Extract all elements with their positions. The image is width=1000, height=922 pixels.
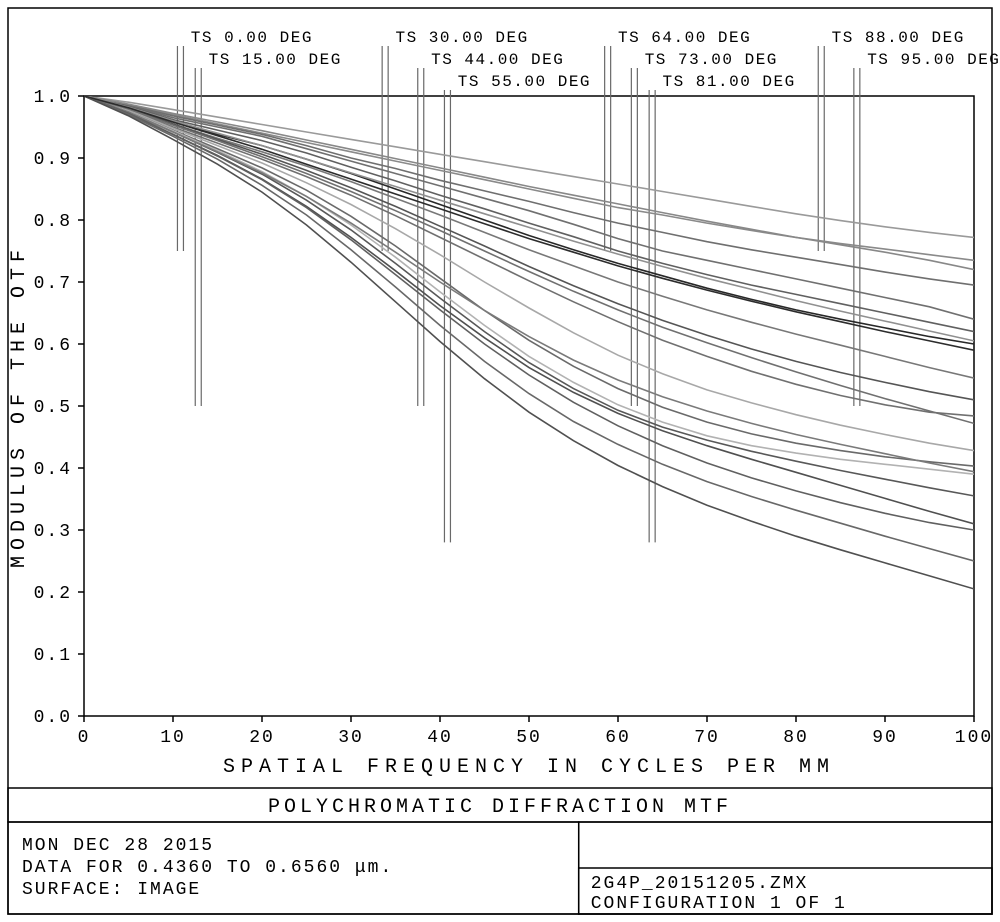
svg-text:60: 60 — [605, 728, 631, 748]
svg-text:TS 88.00 DEG: TS 88.00 DEG — [832, 29, 965, 47]
svg-text:0.0: 0.0 — [34, 708, 72, 728]
svg-text:TS 81.00 DEG: TS 81.00 DEG — [663, 73, 796, 91]
svg-text:0.5: 0.5 — [34, 398, 72, 418]
svg-text:TS 0.00 DEG: TS 0.00 DEG — [191, 29, 313, 47]
svg-text:100: 100 — [955, 728, 993, 748]
svg-text:MODULUS OF THE OTF: MODULUS OF THE OTF — [8, 244, 31, 568]
svg-text:80: 80 — [783, 728, 809, 748]
svg-text:40: 40 — [427, 728, 453, 748]
svg-text:90: 90 — [872, 728, 898, 748]
svg-text:0.9: 0.9 — [34, 150, 72, 170]
svg-text:20: 20 — [249, 728, 275, 748]
svg-text:TS 44.00 DEG: TS 44.00 DEG — [431, 51, 564, 69]
svg-text:2G4P_20151205.ZMX: 2G4P_20151205.ZMX — [591, 874, 809, 894]
mtf-chart: 0.0 0.1 0.2 0.3 0.4 0.5 0.6 0.7 0.8 0.9 1.0 0 10 20 30… — [0, 0, 1000, 922]
svg-text:0.1: 0.1 — [34, 646, 72, 666]
chart-container: 0.0 0.1 0.2 0.3 0.4 0.5 0.6 0.7 0.8 0.9 1.0 0 10 20 30… — [0, 0, 1000, 922]
svg-text:30: 30 — [338, 728, 364, 748]
svg-text:TS 55.00 DEG: TS 55.00 DEG — [458, 73, 591, 91]
svg-text:1.0: 1.0 — [34, 88, 72, 108]
svg-text:CONFIGURATION 1 OF 1: CONFIGURATION 1 OF 1 — [591, 894, 847, 914]
svg-text:0.4: 0.4 — [34, 460, 72, 480]
svg-text:50: 50 — [516, 728, 542, 748]
svg-text:MON DEC 28 2015: MON DEC 28 2015 — [22, 836, 214, 856]
svg-text:POLYCHROMATIC DIFFRACTION MTF: POLYCHROMATIC DIFFRACTION MTF — [268, 796, 732, 819]
svg-text:SPATIAL FREQUENCY IN CYCLES PE: SPATIAL FREQUENCY IN CYCLES PER MM — [223, 756, 835, 779]
svg-text:70: 70 — [694, 728, 720, 748]
svg-text:0: 0 — [78, 728, 91, 748]
svg-text:0.2: 0.2 — [34, 584, 72, 604]
svg-text:0.3: 0.3 — [34, 522, 72, 542]
svg-text:TS 95.00 DEG: TS 95.00 DEG — [867, 51, 1000, 69]
svg-text:TS 15.00 DEG: TS 15.00 DEG — [209, 51, 342, 69]
svg-text:TS 64.00 DEG: TS 64.00 DEG — [618, 29, 751, 47]
svg-text:0.6: 0.6 — [34, 336, 72, 356]
svg-text:0.7: 0.7 — [34, 274, 72, 294]
svg-text:10: 10 — [160, 728, 186, 748]
svg-text:TS 30.00 DEG: TS 30.00 DEG — [396, 29, 529, 47]
svg-text:0.8: 0.8 — [34, 212, 72, 232]
svg-text:SURFACE: IMAGE: SURFACE: IMAGE — [22, 880, 201, 900]
svg-text:TS 73.00 DEG: TS 73.00 DEG — [645, 51, 778, 69]
svg-text:DATA FOR 0.4360 TO 0.6560 μm.: DATA FOR 0.4360 TO 0.6560 μm. — [22, 858, 393, 878]
